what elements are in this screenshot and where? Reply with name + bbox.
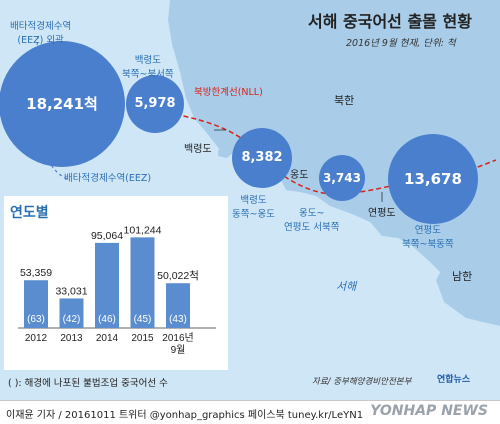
chart-value-label: 50,022척 [157, 270, 199, 282]
chart-tick-label: 9월 [171, 344, 186, 356]
region-value-baengnyeong-north: 5,978 [134, 96, 176, 111]
region-label-text: 백령도 북쪽~북서쪽 [122, 55, 174, 80]
bubble-ongdo [319, 155, 365, 201]
chart-bar [130, 237, 155, 328]
west-sea-label: 서해 [336, 280, 357, 293]
source-label: 자료/ 중부해양경비안전본부 [312, 377, 412, 387]
chart-seized-label: (45) [134, 314, 152, 325]
page-subtitle: 2016년 9월 현재, 단위: 척 [346, 38, 456, 49]
chart-bar [24, 280, 48, 328]
region-value-ongdo: 3,743 [323, 171, 361, 185]
eez-boundary-line [34, 35, 71, 181]
region-label-ongdo: 옹도~ 연평도 서북쪽 [284, 205, 339, 233]
island-yeonpyeong [375, 190, 388, 201]
north-korea-label: 북한 [334, 94, 355, 107]
south-korea-label: 남한 [452, 270, 473, 283]
chart-seized-label: (42) [63, 314, 81, 325]
page-title: 서해 중국어선 출몰 현황 [308, 12, 472, 31]
credit-text: 이재윤 기자 / 20161011 트위터 @yonhap_graphics 페… [6, 410, 364, 421]
region-label-text: 연평도 북쪽~북동쪽 [402, 225, 454, 250]
yearly-bar-chart: 53,359 (63) 2012 33,031 (42) 2013 95,064 (46) 20… [18, 224, 216, 356]
bubble-baengnyeong-north [126, 75, 184, 133]
chart-tick-label: 2013 [60, 333, 83, 344]
region-label-baengnyeong-east: 백령도 동쪽~옹도 [232, 192, 275, 220]
eez-line-label: 배타적경제수역(EEZ) [64, 173, 152, 184]
region-value-yeonpyeong: 13,678 [404, 170, 462, 188]
nll-line [151, 109, 497, 195]
chart-seized-label: (46) [98, 314, 116, 325]
chart-seized-label: (43) [169, 314, 187, 325]
ongdo-label: 옹도 [290, 170, 309, 181]
chart-tick-label: 2014 [96, 333, 119, 344]
map: 서해 중국어선 출몰 현황 2016년 9월 현재, 단위: 척 배타적경제수역… [0, 0, 500, 400]
region-value-baengnyeong-east: 8,382 [241, 150, 283, 165]
seizure-note: ( ): 해경에 나포된 불법조업 중국어선 수 [8, 378, 168, 389]
yearly-chart-panel: 연도별 53,359 (63) 2012 33,031 (42) 2013 95,064 (4… [4, 196, 228, 370]
region-label-text: 배타적경제수역 (EEZ) 외곽 [10, 21, 72, 46]
bubble-baengnyeong-east [232, 128, 292, 188]
chart-tick-label: 2016년 [162, 332, 193, 344]
yonhap-logo: 연합뉴스 [437, 375, 471, 385]
chart-value-label: 95,064 [91, 230, 123, 242]
chart-value-label: 33,031 [55, 285, 87, 297]
region-label-yeonpyeong: 연평도 북쪽~북동쪽 [402, 222, 454, 250]
nll-label: 북방한계선(NLL) [194, 87, 263, 98]
chart-value-label: 101,244 [124, 224, 162, 236]
bubble-eez-outer [0, 41, 125, 167]
region-label-baengnyeong-north: 백령도 북쪽~북서쪽 [122, 52, 174, 80]
bubble-yeonpyeong [388, 134, 478, 224]
footer-bar: 이재윤 기자 / 20161011 트위터 @yonhap_graphics 페… [0, 400, 500, 424]
watermark: YONHAP NEWS [370, 403, 488, 419]
chart-bar [59, 298, 84, 328]
yeonpyeong-label: 연평도 [368, 208, 396, 219]
north-korea-land [168, 0, 500, 300]
island-baengnyeong [218, 146, 234, 158]
region-label-text: 옹도~ 연평도 서북쪽 [284, 208, 340, 233]
chart-bar [166, 283, 190, 328]
chart-bar [95, 242, 119, 328]
chart-seized-label: (63) [27, 314, 45, 325]
region-value-eez-outer: 18,241척 [26, 95, 98, 113]
chart-title: 연도별 [10, 205, 49, 221]
region-label-text: 백령도 동쪽~옹도 [232, 195, 275, 220]
chart-tick-label: 2015 [131, 333, 154, 344]
south-korea-land [436, 236, 500, 326]
region-label-eez-outer: 배타적경제수역 (EEZ) 외곽 [10, 18, 71, 46]
map-canvas [0, 0, 500, 326]
chart-tick-label: 2012 [25, 333, 48, 344]
chart-value-label: 53,359 [20, 267, 52, 279]
baengnyeong-label: 백령도 [184, 144, 212, 155]
